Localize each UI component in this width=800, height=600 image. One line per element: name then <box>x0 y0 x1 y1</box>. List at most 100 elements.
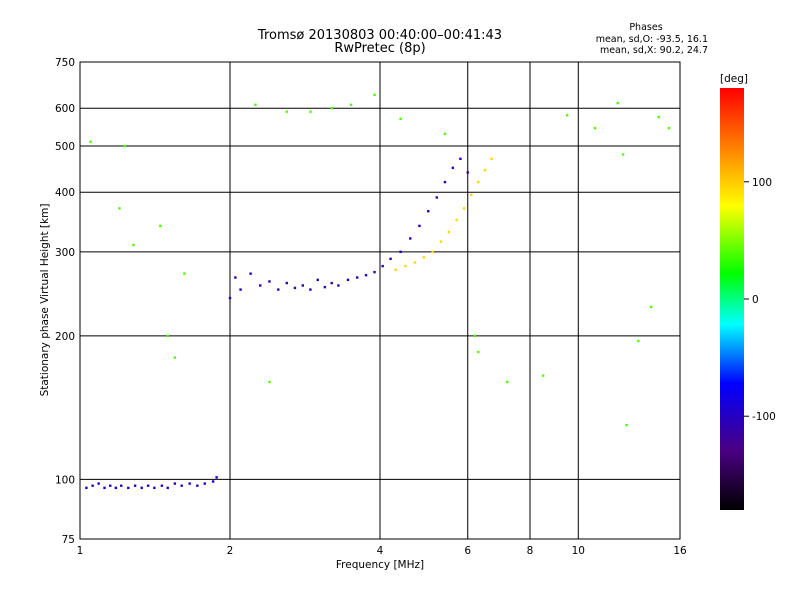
stats-header: Phases <box>629 22 662 33</box>
x-tick-label: 6 <box>464 545 471 557</box>
data-point <box>330 107 333 110</box>
colorbar-tick-label: 100 <box>752 177 772 189</box>
data-point <box>422 256 426 259</box>
y-tick-label: 750 <box>55 57 75 69</box>
y-tick-label: 600 <box>55 103 75 115</box>
data-point <box>160 484 164 487</box>
data-point <box>133 484 137 487</box>
data-point <box>118 207 121 210</box>
data-point <box>399 117 402 121</box>
data-point <box>109 484 112 487</box>
data-point <box>114 486 118 490</box>
data-point <box>477 180 480 184</box>
data-point <box>188 482 191 485</box>
colorbar-label: [deg] <box>720 73 748 85</box>
data-point <box>228 296 232 300</box>
data-point <box>399 250 402 254</box>
data-point <box>285 281 288 285</box>
data-point <box>173 356 177 359</box>
data-point <box>127 486 130 490</box>
data-point <box>364 273 368 277</box>
data-point <box>667 126 671 130</box>
data-point <box>355 276 359 279</box>
data-point <box>565 114 569 117</box>
data-point <box>89 140 92 144</box>
data-point <box>381 264 384 268</box>
data-point <box>259 284 262 287</box>
chart-subtitle: RwPretec (8p) <box>334 41 425 56</box>
data-point <box>239 288 242 291</box>
data-point <box>120 484 123 487</box>
data-point <box>625 423 628 427</box>
stats-o-mode: mean, sd,O: -93.5, 16.1 <box>596 34 708 45</box>
y-axis-label: Stationary phase Virtual Height [km] <box>39 204 51 397</box>
data-point <box>427 209 430 213</box>
chart-title: Tromsø 20130803 00:40:00–00:41:43 <box>257 28 502 43</box>
data-point <box>146 484 150 487</box>
data-point <box>413 261 417 264</box>
data-point <box>466 171 469 174</box>
x-tick-label: 2 <box>227 545 234 557</box>
data-point <box>309 288 312 291</box>
y-tick-label: 200 <box>55 331 75 343</box>
data-point <box>268 280 271 283</box>
data-point <box>470 193 473 197</box>
data-point <box>637 339 640 343</box>
colorbar-tick-label: -100 <box>752 411 776 423</box>
data-point <box>309 110 312 113</box>
data-point <box>616 101 619 105</box>
data-point <box>159 224 162 228</box>
data-point <box>153 486 156 490</box>
data-point <box>323 285 327 289</box>
data-point <box>173 482 177 485</box>
data-point <box>123 144 126 148</box>
data-point <box>404 264 407 268</box>
data-point <box>211 480 215 483</box>
data-point <box>483 168 487 172</box>
colorbar-ticks: -100 0 100 <box>744 177 776 423</box>
data-point <box>418 224 421 228</box>
y-axis: 75 100 200 300 400 500 600 750 <box>55 57 75 546</box>
data-point <box>447 230 451 234</box>
data-point <box>196 484 199 487</box>
data-point <box>337 284 340 287</box>
data-point <box>293 286 297 290</box>
data-point <box>277 288 280 291</box>
x-tick-label: 4 <box>377 545 384 557</box>
data-point <box>431 250 434 254</box>
x-axis: 1 2 4 6 8 10 16 <box>77 545 687 557</box>
data-point <box>477 350 480 354</box>
data-point <box>249 272 252 275</box>
colorbar-tick-label: 0 <box>752 294 759 306</box>
data-point <box>439 240 443 243</box>
data-point <box>268 380 271 384</box>
stats-x-mode: mean, sd,X: 90.2, 24.7 <box>600 45 708 56</box>
x-tick-label: 8 <box>527 545 534 557</box>
data-point <box>621 153 625 156</box>
data-point <box>394 268 397 272</box>
data-point <box>166 486 169 490</box>
data-point <box>97 482 100 485</box>
y-tick-label: 100 <box>55 474 75 486</box>
x-axis-label: Frequency [MHz] <box>336 559 424 571</box>
data-point <box>316 278 319 282</box>
data-point <box>389 257 392 261</box>
y-tick-label: 500 <box>55 141 75 153</box>
data-point <box>103 486 106 490</box>
data-point <box>657 115 660 119</box>
data-point <box>215 476 218 479</box>
data-point <box>435 196 438 199</box>
data-point <box>180 484 183 487</box>
data-point <box>462 207 466 210</box>
x-tick-label: 10 <box>572 545 585 557</box>
data-point <box>373 270 376 274</box>
data-point <box>166 334 169 338</box>
data-point <box>140 486 143 490</box>
data-points <box>85 93 671 490</box>
data-point <box>346 278 350 282</box>
data-point <box>132 243 135 247</box>
grid <box>80 62 680 539</box>
y-tick-label: 300 <box>55 247 75 259</box>
colorbar <box>720 88 744 510</box>
